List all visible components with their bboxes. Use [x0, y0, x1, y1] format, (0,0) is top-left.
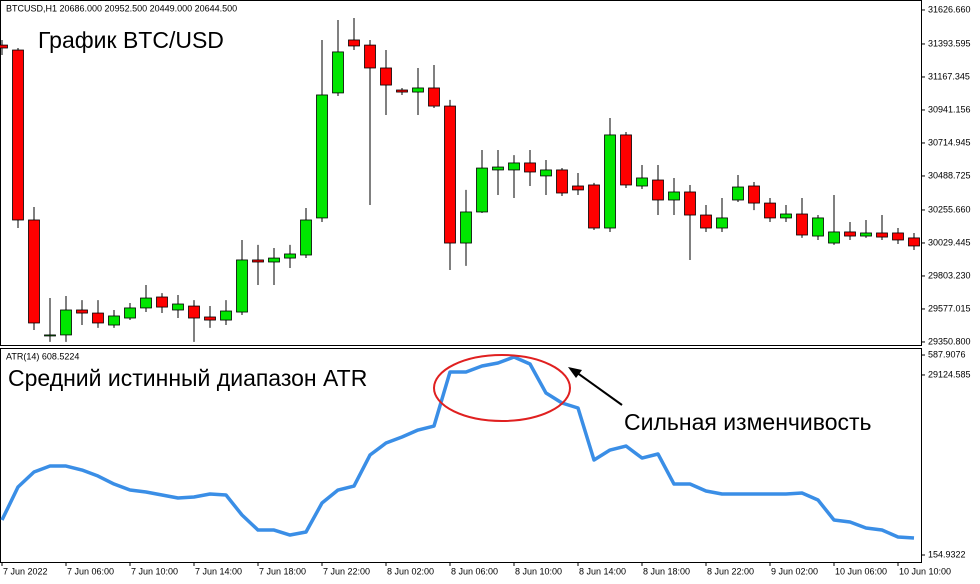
candle-body — [716, 217, 728, 229]
candle-body — [668, 191, 680, 201]
candle-body — [796, 213, 808, 236]
atr-line — [0, 355, 915, 540]
candle-body — [12, 49, 24, 221]
candle-body — [204, 316, 216, 321]
arrow-head — [568, 367, 582, 378]
candle-body — [460, 211, 472, 244]
candle-body — [652, 179, 664, 201]
candle-body — [604, 134, 616, 229]
y-tick-label: 30941.156 — [928, 104, 971, 114]
candle-body — [620, 134, 632, 186]
candle-body — [476, 167, 488, 213]
x-tick-label: 7 Jun 18:00 — [259, 566, 306, 576]
candle-body — [700, 214, 712, 229]
candle-body — [348, 39, 360, 47]
x-tick-label: 10 Jun 06:00 — [835, 566, 887, 576]
candle-body — [732, 186, 744, 201]
arrow-line — [575, 371, 623, 406]
candle-body — [396, 89, 408, 93]
candle-body — [284, 253, 296, 259]
candle-body — [124, 307, 136, 319]
symbol-header: BTCUSD,H1 20686.000 20952.500 20449.000 … — [6, 3, 237, 13]
candle-body — [828, 231, 840, 244]
chart-title: График BTC/USD — [38, 27, 224, 53]
candle-body — [268, 257, 280, 263]
candle-body — [684, 191, 696, 216]
candle-body — [236, 259, 248, 313]
candle-body — [428, 87, 440, 107]
candle-body — [364, 44, 376, 69]
candle-body — [220, 310, 232, 321]
indicator-title: Средний истинный диапазон ATR — [8, 365, 367, 391]
candle-body — [444, 105, 456, 244]
candle-body — [380, 67, 392, 86]
candle-body — [780, 213, 792, 219]
candle-body — [540, 169, 552, 177]
y-tick-label: 31167.345 — [928, 71, 970, 81]
x-tick-label: 8 Jun 06:00 — [451, 566, 498, 576]
y-tick-label: 29124.585 — [928, 369, 971, 379]
candle-body — [92, 312, 104, 324]
x-tick-label: 7 Jun 2022 — [3, 566, 48, 576]
x-tick-label: 10 Jun 10:00 — [899, 566, 951, 576]
candle-body — [860, 232, 872, 237]
candle-body — [764, 202, 776, 219]
x-tick-label: 7 Jun 22:00 — [323, 566, 370, 576]
candle-body — [140, 297, 152, 309]
candle-body — [60, 309, 72, 336]
indicator-label: ATR(14) 608.5224 — [6, 351, 79, 361]
y-tick-label: 29577.015 — [928, 303, 971, 313]
y-tick-label: 30255.660 — [928, 204, 971, 214]
x-tick-label: 8 Jun 14:00 — [579, 566, 626, 576]
candle-body — [316, 94, 328, 219]
y-tick-label: 30488.725 — [928, 170, 971, 180]
y-tick-label: 587.9076 — [928, 349, 966, 359]
y-tick-label: 154.9322 — [928, 549, 966, 559]
y-tick-label: 30714.945 — [928, 137, 971, 147]
candle-body — [0, 44, 8, 49]
y-tick-label: 29350.800 — [928, 336, 971, 346]
x-tick-label: 9 Jun 02:00 — [771, 566, 818, 576]
candle-body — [556, 169, 568, 194]
candle-body — [412, 87, 424, 93]
x-tick-label: 7 Jun 10:00 — [131, 566, 178, 576]
candle-body — [588, 184, 600, 229]
candle-body — [844, 231, 856, 237]
atr-panel — [0, 348, 922, 563]
x-tick-label: 8 Jun 10:00 — [515, 566, 562, 576]
candle-body — [524, 162, 536, 173]
candle-body — [156, 296, 168, 308]
x-tick-label: 8 Jun 22:00 — [707, 566, 754, 576]
candle-body — [572, 185, 584, 191]
candle-body — [44, 334, 56, 337]
x-tick-label: 7 Jun 14:00 — [195, 566, 242, 576]
candle-body — [636, 177, 648, 187]
candle-body — [908, 237, 920, 247]
x-tick-label: 8 Jun 02:00 — [387, 566, 434, 576]
annotation: Сильная изменчивость — [624, 409, 872, 435]
candle-body — [172, 303, 184, 311]
x-tick-label: 7 Jun 06:00 — [67, 566, 114, 576]
highlight-ellipse — [433, 354, 571, 422]
candle-body — [300, 219, 312, 256]
candle-body — [892, 232, 904, 241]
candle-body — [108, 315, 120, 326]
candle-body — [76, 309, 88, 314]
candle-body — [28, 219, 40, 324]
y-tick-label: 31626.660 — [928, 4, 971, 14]
y-tick-label: 29803.230 — [928, 270, 971, 280]
candle-body — [876, 232, 888, 238]
candle-body — [748, 185, 760, 204]
candle-body — [492, 166, 504, 171]
candle-body — [252, 259, 264, 263]
y-tick-label: 30029.445 — [928, 237, 971, 247]
candle-body — [508, 162, 520, 171]
price-panel — [0, 0, 922, 346]
candle-body — [188, 305, 200, 319]
x-tick-label: 8 Jun 18:00 — [643, 566, 690, 576]
candle-body — [332, 51, 344, 94]
y-tick-label: 31393.595 — [928, 38, 971, 48]
candle-body — [812, 217, 824, 237]
